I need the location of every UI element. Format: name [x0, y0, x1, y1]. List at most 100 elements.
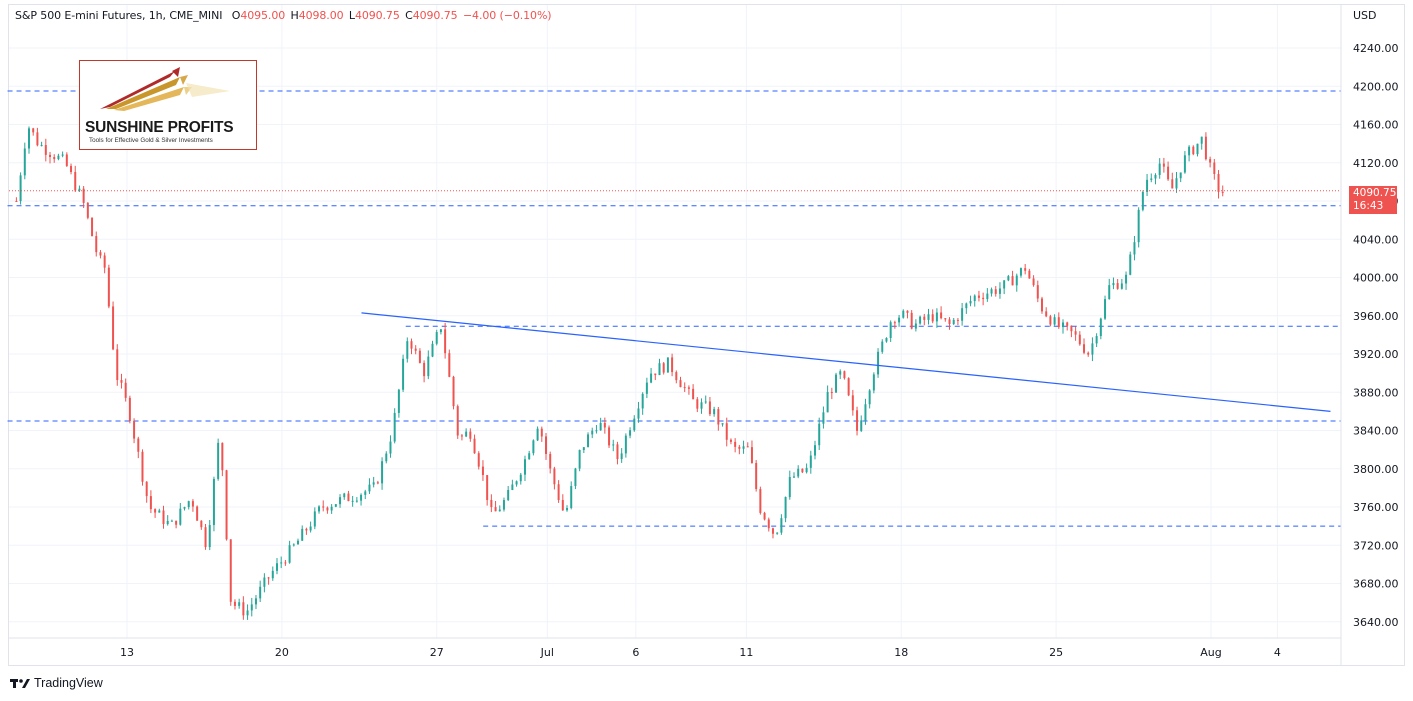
candle-body [1045, 311, 1048, 317]
candle-body [914, 323, 917, 329]
candle-body [128, 397, 131, 421]
candle-body [784, 497, 787, 519]
candle-body [1137, 209, 1140, 243]
y-tick-label: 3680.00 [1353, 578, 1399, 591]
candle-body [893, 322, 896, 324]
y-tick-label: 4240.00 [1353, 42, 1399, 55]
candle-body [389, 441, 392, 454]
y-tick-label: 4200.00 [1353, 80, 1399, 93]
candle-body [183, 507, 186, 509]
candle-body [490, 499, 493, 508]
candle-body [427, 356, 430, 377]
candle-body [805, 467, 808, 473]
candle-body [439, 329, 442, 333]
candle-body [977, 295, 980, 298]
candle-body [406, 341, 409, 359]
candle-body [1183, 155, 1186, 173]
candle-body [847, 378, 850, 396]
candle-body [1200, 136, 1203, 144]
candle-body [1179, 172, 1182, 179]
candle-body [376, 482, 379, 484]
candle-body [671, 357, 674, 373]
chart-frame [8, 4, 1405, 666]
y-tick-label: 4000.00 [1353, 272, 1399, 285]
y-tick-label: 3640.00 [1353, 616, 1399, 629]
candle-body [679, 380, 682, 388]
candle-body [162, 510, 165, 525]
candle-body [158, 510, 161, 513]
candle-body [246, 610, 249, 616]
candle-body [49, 154, 52, 157]
candle-body [347, 493, 350, 502]
descending-trendline[interactable] [361, 312, 1331, 412]
y-tick-label: 4120.00 [1353, 157, 1399, 170]
candle-body [1116, 283, 1119, 289]
candle-body [969, 300, 972, 304]
candle-body [566, 508, 569, 511]
candle-body [700, 402, 703, 409]
candle-body [1074, 331, 1077, 335]
symbol-title: S&P 500 E-mini Futures, 1h, CME_MINI [15, 9, 223, 22]
candle-body [906, 310, 909, 313]
candle-body [637, 408, 640, 419]
high-label: H [290, 9, 299, 22]
candle-body [919, 316, 922, 324]
candle-body [95, 236, 98, 253]
candle-body [57, 155, 60, 160]
candle-body [944, 318, 947, 320]
candle-body [494, 507, 497, 512]
candle-body [149, 496, 152, 510]
candle-body [175, 520, 178, 525]
x-tick-label: 27 [430, 646, 444, 659]
candle-body [822, 412, 825, 424]
x-tick-label: Jul [540, 646, 554, 659]
candle-body [410, 341, 413, 349]
candle-body [418, 350, 421, 363]
candle-body [587, 434, 590, 448]
candle-body [952, 319, 955, 325]
candle-body [994, 289, 997, 294]
candle-body [557, 484, 560, 501]
candle-body [170, 520, 173, 522]
y-axis-ticks: 4240.004200.004160.004120.004080.004040.… [1353, 42, 1399, 629]
candle-body [830, 392, 833, 394]
candle-body [675, 372, 678, 381]
candle-body [767, 519, 770, 529]
candle-body [629, 430, 632, 436]
candle-body [254, 598, 257, 605]
candle-body [641, 393, 644, 409]
candle-body [1162, 163, 1165, 167]
x-tick-label: 6 [632, 646, 639, 659]
x-tick-label: 20 [275, 646, 289, 659]
candle-body [351, 500, 354, 502]
x-axis-ticks: 13 20 27 Jul 6 11 18 25 Aug 4 [120, 646, 1281, 659]
candle-body [154, 509, 157, 513]
candle-body [650, 373, 653, 383]
candle-body [107, 267, 110, 307]
candle-body [519, 474, 522, 482]
candle-body [372, 482, 375, 485]
candle-body [61, 154, 64, 156]
candle-body [792, 476, 795, 478]
candle-body [477, 453, 480, 467]
y-tick-label: 4040.00 [1353, 233, 1399, 246]
candle-body [1150, 178, 1153, 180]
candle-body [927, 314, 930, 320]
candle-body [1003, 280, 1006, 289]
x-tick-label: 18 [894, 646, 908, 659]
candle-body [982, 297, 985, 300]
tradingview-footer[interactable]: TradingView [10, 676, 103, 690]
candle-body [591, 430, 594, 435]
candle-body [1146, 179, 1149, 192]
candle-body [1154, 174, 1157, 179]
candle-body [385, 453, 388, 462]
y-tick-label: 3880.00 [1353, 386, 1399, 399]
candle-body [23, 148, 26, 176]
candle-body [452, 376, 455, 407]
candle-body [498, 509, 501, 512]
x-tick-label: 11 [739, 646, 753, 659]
candle-body [654, 373, 657, 376]
close-label: C [405, 9, 413, 22]
x-tick-label: 4 [1274, 646, 1281, 659]
